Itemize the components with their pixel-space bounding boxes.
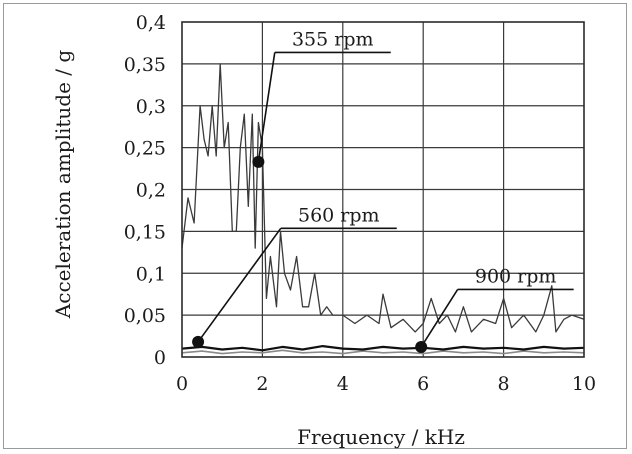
annotation-marker bbox=[415, 340, 428, 353]
series-line-355-rpm bbox=[181, 63, 585, 333]
y-tick-label: 0,2 bbox=[136, 180, 166, 202]
annotation-label: 900 rpm bbox=[475, 265, 557, 287]
annotation-marker bbox=[252, 155, 265, 168]
y-tick-label: 0,15 bbox=[124, 221, 166, 243]
annotation-label: 355 rpm bbox=[292, 28, 374, 50]
x-tick-label: 8 bbox=[498, 373, 510, 395]
x-tick-label: 0 bbox=[176, 373, 188, 395]
y-axis-title: Acceleration amplitude / g bbox=[51, 50, 75, 320]
annotations: 355 rpm 560 rpm 900 rpm bbox=[192, 28, 574, 353]
y-tick-label: 0,4 bbox=[136, 12, 166, 34]
x-tick-label: 4 bbox=[337, 373, 349, 395]
plot-frame bbox=[181, 21, 585, 358]
x-tick-label: 10 bbox=[572, 373, 596, 395]
leader-line bbox=[257, 52, 276, 162]
annotation-marker bbox=[192, 335, 205, 348]
figure-frame bbox=[3, 3, 627, 449]
y-tick-label: 0,35 bbox=[124, 54, 166, 76]
series-layer bbox=[181, 63, 585, 355]
annotation-label: 560 rpm bbox=[298, 204, 380, 226]
x-tick-label: 6 bbox=[417, 373, 429, 395]
y-tick-label: 0,05 bbox=[124, 305, 166, 327]
tick-labels: 0 0,05 0,1 0,15 0,2 0,25 0,3 0,35 0,4 0 2 4 6 8 10 bbox=[124, 12, 596, 395]
x-tick-label: 2 bbox=[256, 373, 268, 395]
series-line-560-rpm bbox=[181, 345, 585, 352]
y-tick-label: 0 bbox=[154, 347, 166, 369]
y-tick-label: 0,3 bbox=[136, 96, 166, 118]
leader-line bbox=[197, 227, 282, 343]
y-tick-label: 0,25 bbox=[124, 138, 166, 160]
x-axis-title: Frequency / kHz bbox=[297, 425, 465, 449]
grid bbox=[182, 22, 584, 357]
plot-area-border bbox=[181, 21, 585, 358]
series-line-900-rpm bbox=[181, 349, 585, 355]
leader-line bbox=[420, 289, 459, 348]
y-tick-label: 0,1 bbox=[136, 263, 166, 285]
